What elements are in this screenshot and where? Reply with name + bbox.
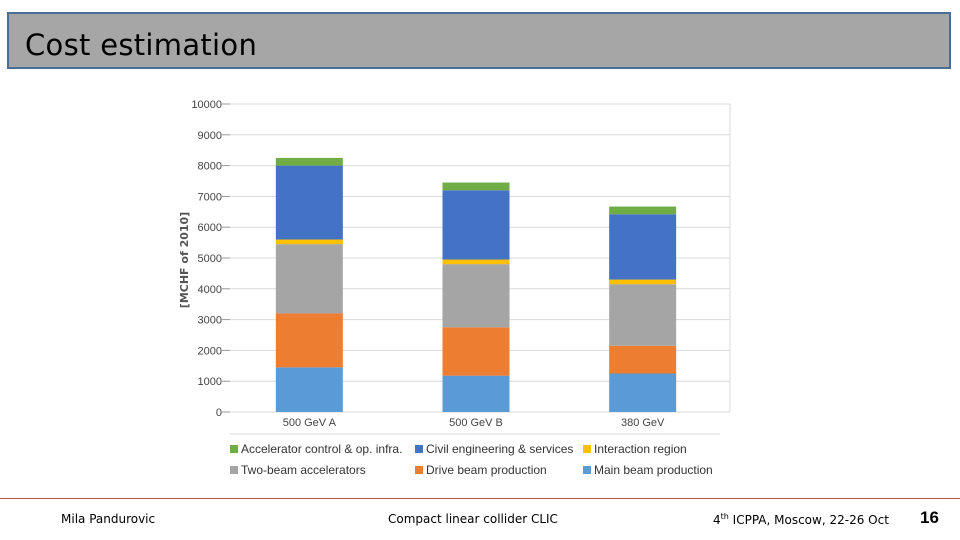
legend-swatch-1: [415, 445, 423, 453]
bar-0-accelerator-control-op-infra-: [275, 157, 343, 166]
legend-label-0: Accelerator control & op. infra.: [241, 442, 402, 456]
legend-swatch-3: [230, 466, 238, 474]
bar-0-two-beam-accelerators: [275, 244, 343, 314]
footer-conf-num: 4: [713, 513, 721, 527]
legend: Accelerator control & op. infra. Civil en…: [230, 433, 720, 477]
y-tick-label-9: 9000: [198, 130, 222, 142]
bar-0-interaction-region: [275, 239, 343, 245]
footer-author: Mila Pandurovic: [61, 512, 156, 526]
legend-label-3: Two-beam accelerators: [241, 463, 366, 477]
slide-title-bar: Cost estimation: [7, 12, 951, 69]
y-axis: 0 1000 2000 3000 4000 5000 6000 7000 8000 9000 100…: [191, 99, 230, 419]
y-axis-label: [MCHF of 2010]: [178, 212, 191, 308]
footer-divider: [0, 498, 960, 499]
bar-2-accelerator-control-op-infra-: [609, 206, 677, 215]
footer-conference: 4th ICPPA, Moscow, 22-26 Oct: [713, 512, 889, 527]
bar-2-interaction-region: [609, 279, 677, 285]
legend-swatch-0: [230, 445, 238, 453]
bar-1-interaction-region: [442, 259, 510, 265]
bar-0-drive-beam-production: [275, 313, 343, 368]
x-tick-label-0: 500 GeV A: [283, 417, 337, 429]
y-tick-label-1: 1000: [198, 376, 222, 388]
page-number: 16: [920, 508, 939, 527]
bar-0-main-beam-production: [275, 367, 343, 412]
footer-center-text: Compact linear collider CLIC: [388, 512, 558, 526]
footer-conf-rest: ICPPA, Moscow, 22-26 Oct: [728, 513, 889, 527]
bar-2-civil-engineering-services: [609, 214, 677, 280]
legend-swatch-5: [583, 466, 591, 474]
y-tick-label-6: 6000: [198, 222, 222, 234]
bar-1-drive-beam-production: [442, 327, 510, 376]
y-tick-label-4: 4000: [198, 284, 222, 296]
y-tick-label-7: 7000: [198, 191, 222, 203]
bar-1-civil-engineering-services: [442, 190, 510, 260]
bars: [275, 157, 677, 412]
legend-label-5: Main beam production: [594, 463, 713, 477]
bar-1-accelerator-control-op-infra-: [442, 182, 510, 191]
x-axis-labels: 500 GeV A 500 GeV B 380 GeV: [283, 417, 665, 429]
y-tick-label-8: 8000: [198, 161, 222, 173]
footer-conf-sup: th: [720, 512, 729, 521]
legend-swatch-4: [415, 466, 423, 474]
cost-stacked-bar-chart: 0 1000 2000 3000 4000 5000 6000 7000 8000 9000 100…: [178, 99, 731, 477]
legend-label-2: Interaction region: [594, 442, 687, 456]
y-tick-label-0: 0: [216, 407, 222, 419]
bar-1-main-beam-production: [442, 375, 510, 412]
x-tick-label-2: 380 GeV: [621, 417, 665, 429]
y-tick-label-10: 10000: [191, 99, 222, 111]
bar-2-main-beam-production: [609, 373, 677, 412]
y-tick-label-5: 5000: [198, 253, 222, 265]
bar-2-drive-beam-production: [609, 345, 677, 374]
legend-label-1: Civil engineering & services: [426, 442, 573, 456]
bar-0-civil-engineering-services: [275, 165, 343, 240]
bar-2-two-beam-accelerators: [609, 284, 677, 346]
legend-swatch-2: [583, 445, 591, 453]
x-tick-label-1: 500 GeV B: [449, 417, 503, 429]
slide-title: Cost estimation: [25, 28, 258, 62]
bar-1-two-beam-accelerators: [442, 264, 510, 328]
legend-label-4: Drive beam production: [426, 463, 547, 477]
y-tick-label-2: 2000: [198, 345, 222, 357]
y-tick-label-3: 3000: [198, 315, 222, 327]
